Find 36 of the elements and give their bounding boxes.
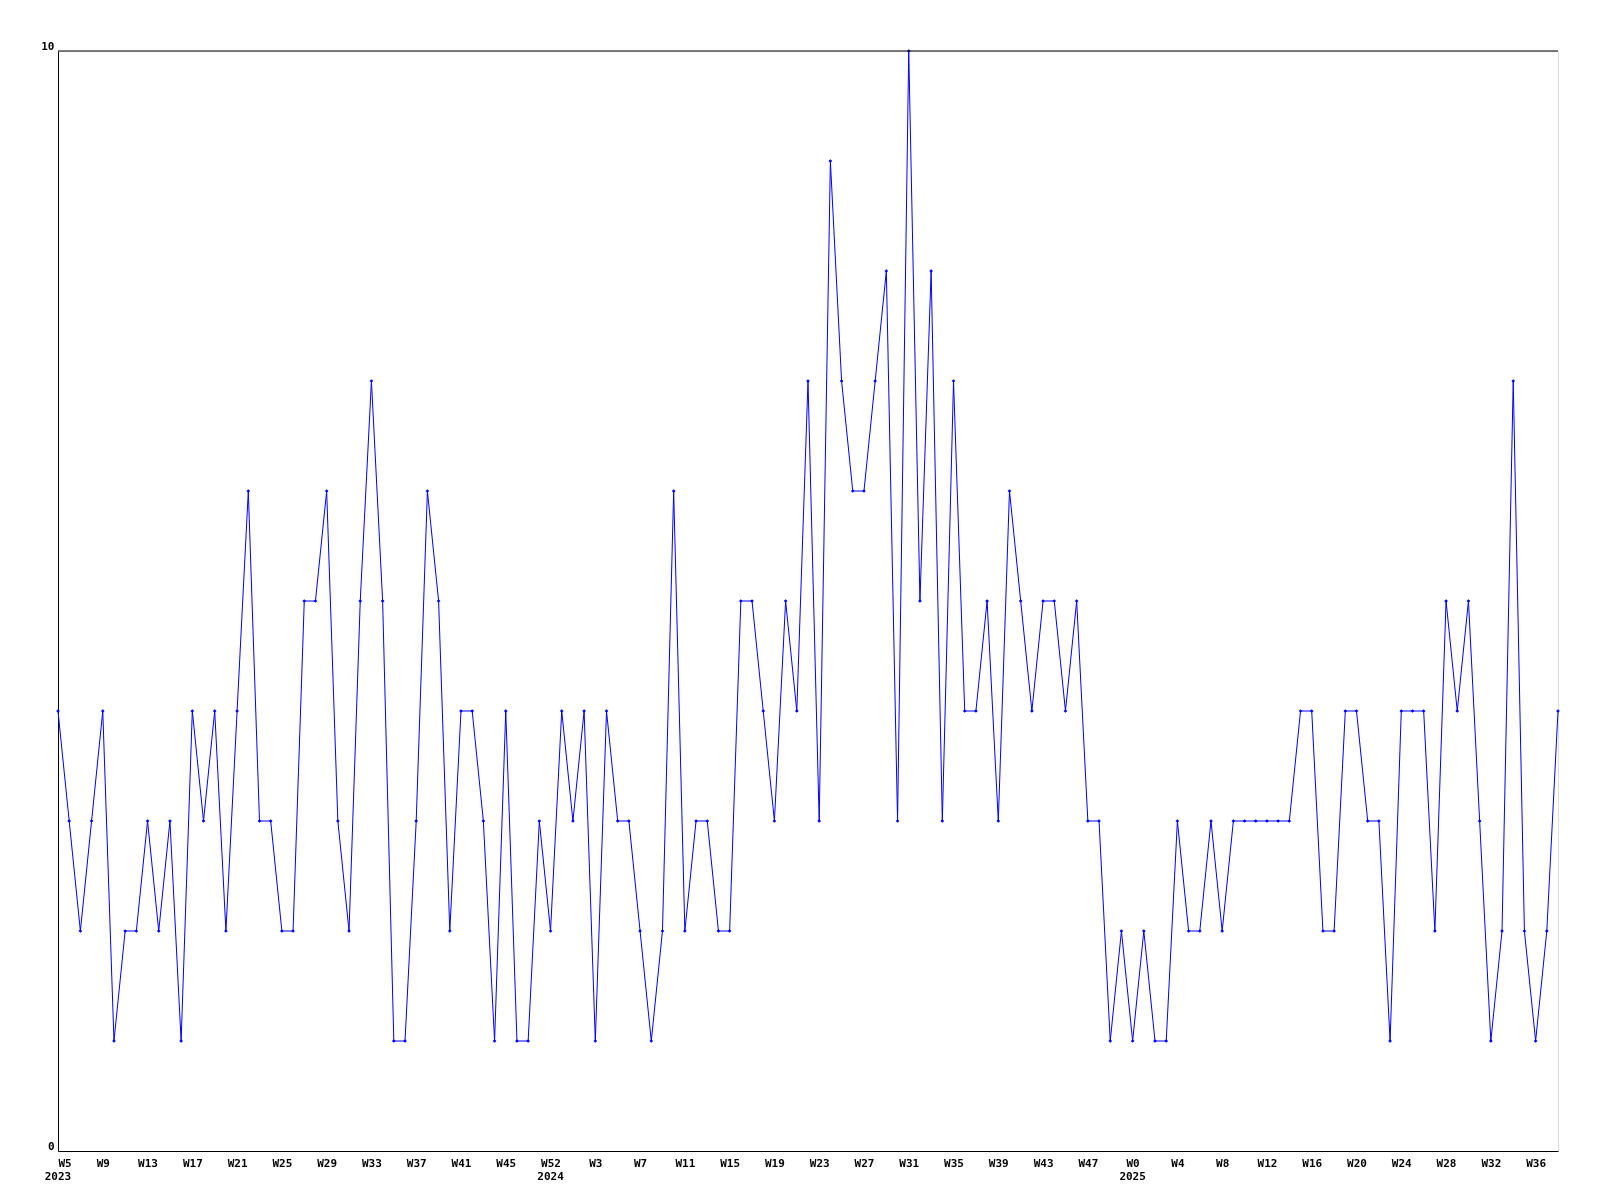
x-tick-label: W3	[589, 1156, 603, 1170]
x-tick-label: W32	[1481, 1156, 1502, 1170]
x-tick-label: W29	[317, 1156, 338, 1170]
x-tick-label: W41	[451, 1156, 472, 1170]
x-tick-label: W8	[1216, 1156, 1230, 1170]
x-tick-label: W16	[1302, 1156, 1323, 1170]
category-label: W0 2025	[1119, 1156, 1146, 1183]
y-tick-label: 0	[47, 1139, 55, 1153]
x-tick-label: W20	[1347, 1156, 1367, 1170]
x-tick-label: W19	[764, 1156, 785, 1170]
x-tick-label: W13	[138, 1156, 158, 1170]
x-tick-label: W45	[496, 1156, 517, 1170]
category-label: W5 2023	[44, 1156, 72, 1183]
x-tick-label: W11	[675, 1156, 696, 1170]
x-tick-label: W12	[1257, 1156, 1278, 1170]
x-tick-label: W27	[854, 1156, 875, 1170]
x-tick-label: W31	[899, 1156, 920, 1170]
x-tick-label: W4	[1171, 1156, 1185, 1170]
x-tick-label: W25	[272, 1156, 293, 1170]
category-label: W52 2024	[537, 1156, 564, 1183]
x-tick-label: W7	[633, 1156, 648, 1170]
x-tick-label: W35	[944, 1156, 964, 1170]
x-tick-label: W21	[227, 1156, 248, 1170]
x-tick-label: W17	[182, 1156, 203, 1170]
x-tick-label: W33	[362, 1156, 382, 1170]
x-tick-label: W37	[406, 1156, 427, 1170]
x-tick-label: W15	[720, 1156, 741, 1170]
x-tick-label: W43	[1033, 1156, 1054, 1170]
x-tick-label: W9	[96, 1156, 110, 1170]
x-tick-label: W28	[1436, 1156, 1457, 1170]
y-tick-label: 10	[41, 39, 55, 53]
x-tick-label: W24	[1391, 1156, 1413, 1170]
x-tick-label: W39	[988, 1156, 1009, 1170]
x-tick-label: W23	[809, 1156, 830, 1170]
x-tick-label: W47	[1078, 1156, 1099, 1170]
x-tick-label: W36	[1526, 1156, 1547, 1170]
